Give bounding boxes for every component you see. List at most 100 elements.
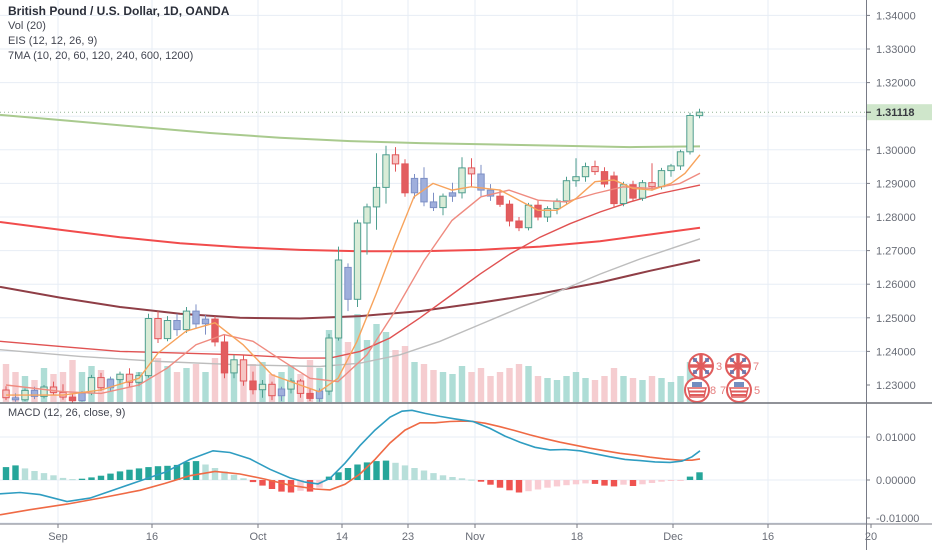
volume-bar: [506, 368, 513, 402]
candle-body: [144, 318, 153, 377]
candle-body: [268, 383, 276, 397]
macd-histogram-bar: [525, 480, 532, 492]
candle-body: [496, 195, 504, 205]
legend-volume-indicator[interactable]: Vol (20): [8, 20, 46, 32]
volume-bar: [439, 372, 447, 402]
macd-histogram-bar: [268, 480, 276, 489]
volume-bar: [677, 376, 684, 402]
time-axis-label: Dec: [663, 531, 683, 543]
candle-body: [344, 266, 352, 300]
candle-body: [448, 192, 457, 197]
macd-histogram-bar: [544, 480, 551, 488]
macd-histogram-bar: [230, 474, 238, 480]
macd-histogram-bar: [449, 477, 456, 480]
volume-bar: [135, 372, 143, 402]
price-axis-label: 1.25000: [876, 313, 916, 325]
volume-bar: [12, 372, 19, 402]
price-axis-label: 1.26000: [876, 279, 916, 291]
sticker-number[interactable]: 7: [720, 385, 726, 397]
macd-histogram-bar: [601, 480, 608, 486]
candle-body: [543, 208, 552, 218]
uk-flag-sticker-icon[interactable]: [688, 353, 714, 379]
volume-bar: [648, 376, 656, 402]
macd-histogram: [2, 460, 703, 493]
candle-body: [382, 154, 390, 188]
candle-body: [220, 341, 229, 374]
uk-flag-sticker-icon[interactable]: [725, 353, 751, 379]
candle-body: [211, 318, 219, 343]
legend-eis-indicator[interactable]: EIS (12, 12, 26, 9): [8, 35, 98, 47]
symbol-title[interactable]: British Pound / U.S. Dollar, 1D, OANDA: [8, 4, 230, 18]
price-axis-label: 1.29000: [876, 178, 916, 190]
macd-histogram-bar: [335, 472, 342, 480]
macd-histogram-bar: [183, 461, 190, 480]
macd-histogram-bar: [667, 480, 675, 481]
candle-body: [249, 380, 257, 391]
sticker-annotations[interactable]: 3 78 7 5: [684, 353, 760, 403]
macd-lines: [0, 409, 701, 516]
candle-body: [173, 320, 181, 331]
volume-bar: [515, 364, 523, 402]
candle-body: [287, 380, 295, 390]
last-price-badge[interactable]: 1.31118: [866, 104, 932, 121]
candle-body: [524, 204, 533, 229]
candle-body: [591, 166, 599, 173]
macd-histogram-bar: [506, 480, 513, 491]
sticker-number[interactable]: 5: [754, 385, 760, 397]
candle-body: [97, 377, 105, 389]
volume-bar: [563, 376, 570, 402]
macd-histogram-bar: [696, 472, 703, 480]
candle-body: [372, 186, 381, 208]
volume-bar: [449, 374, 456, 402]
candle-body: [391, 154, 400, 165]
macd-histogram-bar: [648, 480, 656, 483]
candle-body: [648, 182, 656, 188]
candle-body: [68, 396, 77, 402]
time-axis-label: Sep: [48, 531, 68, 543]
macd-histogram-bar: [477, 480, 485, 482]
macd-histogram-bar: [249, 480, 257, 483]
macd-histogram-bar: [430, 473, 437, 480]
candle-body: [534, 204, 542, 218]
volume-bar: [610, 368, 618, 402]
ma-line-ma120: [0, 238, 701, 368]
candle-body: [239, 359, 248, 382]
macd-histogram-bar: [259, 480, 266, 486]
sticker-number[interactable]: 8: [710, 385, 716, 397]
volume-bar: [620, 376, 627, 402]
price-axis[interactable]: 1.34000 1.33000 1.32000 1.30000 1.29000 1.280…: [866, 10, 919, 525]
ship-sticker-icon[interactable]: [684, 377, 710, 403]
candle-body: [477, 173, 485, 191]
sticker-number[interactable]: 3: [716, 361, 722, 373]
volume-bar: [78, 372, 86, 402]
volume-bar: [401, 346, 409, 402]
macd-histogram-bar: [572, 480, 580, 485]
macd-histogram-bar: [2, 467, 10, 480]
macd-histogram-bar: [439, 475, 447, 480]
time-axis[interactable]: Sep 16 Oct 14 23 Nov 18 Dec 16 20: [48, 524, 877, 543]
candle-body: [363, 206, 371, 224]
candle-body: [40, 386, 48, 397]
volume-bar: [211, 358, 219, 402]
volume-bar: [572, 372, 580, 402]
macd-histogram-bar: [287, 480, 295, 493]
volume-bar: [183, 368, 190, 402]
sticker-number[interactable]: 7: [753, 361, 759, 373]
volume-bar: [392, 350, 399, 402]
volume-bar: [354, 314, 361, 402]
legend-7ma-indicator[interactable]: 7MA (10, 20, 60, 120, 240, 600, 1200): [8, 50, 194, 62]
ma-line-ma1200: [0, 113, 701, 149]
ship-sticker-icon[interactable]: [726, 377, 752, 403]
candle-body: [154, 318, 162, 340]
volume-bar: [335, 304, 342, 402]
candle-body: [306, 392, 314, 399]
volume-bar: [629, 378, 637, 402]
macd-histogram-bar: [306, 480, 314, 492]
volume-bar: [534, 376, 542, 402]
volume-bar: [192, 364, 200, 402]
macd-histogram-bar: [164, 465, 171, 480]
macd-histogram-bar: [69, 479, 76, 481]
macd-indicator-label[interactable]: MACD (12, 26, close, 9): [8, 407, 126, 419]
volume-bar: [221, 366, 228, 402]
